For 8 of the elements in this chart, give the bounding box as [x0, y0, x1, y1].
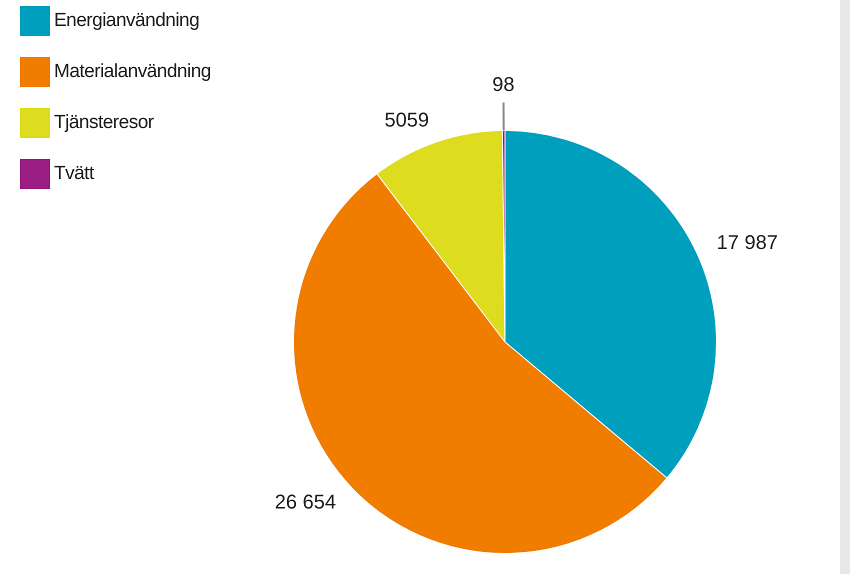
- data-label: 26 654: [274, 492, 336, 514]
- data-label: 17 987: [716, 232, 778, 254]
- legend-label: Energianvändning: [54, 10, 200, 32]
- data-label: 98: [492, 74, 515, 96]
- data-label: 5059: [384, 110, 429, 132]
- legend-label: Tvätt: [54, 163, 94, 185]
- legend-label: Materialanvändning: [54, 61, 211, 83]
- legend-label: Tjänsteresor: [54, 112, 154, 134]
